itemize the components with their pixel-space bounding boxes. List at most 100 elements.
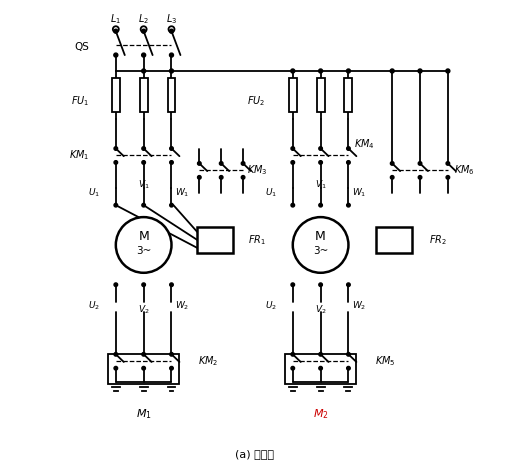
Circle shape	[114, 367, 118, 370]
Circle shape	[142, 161, 146, 164]
Text: $W_1$: $W_1$	[176, 186, 190, 199]
Bar	[139, 78, 148, 112]
Circle shape	[390, 162, 394, 165]
Circle shape	[347, 203, 350, 207]
Circle shape	[169, 53, 174, 57]
Text: $KM_5$: $KM_5$	[375, 354, 396, 368]
Circle shape	[197, 175, 201, 179]
Text: $FU_2$: $FU_2$	[247, 94, 265, 108]
Circle shape	[390, 175, 394, 179]
Text: $FR_1$: $FR_1$	[248, 233, 266, 247]
Circle shape	[114, 29, 118, 33]
Circle shape	[347, 283, 350, 287]
Bar	[108, 354, 180, 384]
Text: $U_1$: $U_1$	[265, 186, 277, 199]
Bar	[285, 354, 356, 384]
Circle shape	[142, 29, 146, 33]
Circle shape	[142, 283, 146, 287]
Text: $FR_2$: $FR_2$	[429, 233, 447, 247]
Circle shape	[241, 162, 245, 165]
Circle shape	[114, 203, 118, 207]
Circle shape	[319, 367, 322, 370]
Circle shape	[319, 203, 322, 207]
Circle shape	[113, 26, 119, 32]
Circle shape	[291, 352, 295, 356]
Circle shape	[169, 29, 174, 33]
Circle shape	[114, 53, 118, 57]
Bar	[112, 78, 120, 112]
Text: $KM_1$: $KM_1$	[69, 149, 89, 162]
Circle shape	[169, 147, 173, 150]
Text: $V_1$: $V_1$	[315, 178, 326, 191]
Circle shape	[197, 162, 201, 165]
Circle shape	[347, 367, 350, 370]
Text: M: M	[138, 230, 149, 244]
Circle shape	[169, 352, 173, 356]
Circle shape	[142, 203, 146, 207]
Circle shape	[291, 283, 295, 287]
Text: $V_2$: $V_2$	[138, 303, 150, 316]
Circle shape	[142, 69, 146, 73]
Circle shape	[114, 352, 118, 356]
Circle shape	[319, 69, 323, 73]
Text: $W_2$: $W_2$	[352, 299, 366, 312]
Text: $L_3$: $L_3$	[166, 12, 177, 26]
Circle shape	[169, 69, 174, 73]
Bar	[167, 78, 176, 112]
Text: $KM_2$: $KM_2$	[199, 354, 219, 368]
Circle shape	[446, 69, 450, 73]
Text: $W_2$: $W_2$	[176, 299, 190, 312]
Circle shape	[347, 161, 350, 164]
Circle shape	[347, 147, 350, 150]
Circle shape	[169, 203, 173, 207]
Bar	[289, 78, 297, 112]
Text: $FU_1$: $FU_1$	[71, 94, 89, 108]
Text: $V_2$: $V_2$	[315, 303, 326, 316]
Text: QS: QS	[74, 42, 89, 52]
Text: $U_1$: $U_1$	[88, 186, 100, 199]
Text: $M_1$: $M_1$	[136, 407, 152, 421]
Text: $M_2$: $M_2$	[313, 407, 328, 421]
Text: $U_2$: $U_2$	[88, 299, 100, 312]
Circle shape	[169, 367, 173, 370]
Circle shape	[291, 161, 295, 164]
Circle shape	[142, 53, 146, 57]
Circle shape	[390, 69, 394, 73]
Circle shape	[142, 352, 146, 356]
Bar	[376, 227, 412, 253]
Text: $KM_3$: $KM_3$	[247, 164, 268, 177]
Circle shape	[140, 26, 147, 32]
Bar	[345, 78, 352, 112]
Bar	[317, 78, 325, 112]
Text: $KM_4$: $KM_4$	[354, 138, 375, 151]
Text: 3~: 3~	[136, 246, 151, 256]
Circle shape	[319, 147, 322, 150]
Circle shape	[347, 352, 350, 356]
Circle shape	[446, 162, 449, 165]
Circle shape	[293, 217, 349, 273]
Text: $L_1$: $L_1$	[110, 12, 121, 26]
Circle shape	[142, 367, 146, 370]
Circle shape	[291, 367, 295, 370]
Circle shape	[114, 147, 118, 150]
Circle shape	[169, 161, 173, 164]
Circle shape	[347, 69, 350, 73]
Text: $L_2$: $L_2$	[138, 12, 149, 26]
Text: M: M	[315, 230, 326, 244]
Circle shape	[291, 69, 295, 73]
Text: $V_1$: $V_1$	[138, 178, 150, 191]
Circle shape	[319, 283, 322, 287]
Text: $U_2$: $U_2$	[265, 299, 277, 312]
Circle shape	[219, 175, 223, 179]
Circle shape	[116, 217, 172, 273]
Circle shape	[114, 283, 118, 287]
Text: 3~: 3~	[313, 246, 328, 256]
Circle shape	[418, 175, 422, 179]
Circle shape	[142, 147, 146, 150]
Circle shape	[291, 203, 295, 207]
Circle shape	[169, 283, 173, 287]
Circle shape	[319, 161, 322, 164]
Circle shape	[241, 175, 245, 179]
Circle shape	[418, 69, 422, 73]
Bar	[197, 227, 233, 253]
